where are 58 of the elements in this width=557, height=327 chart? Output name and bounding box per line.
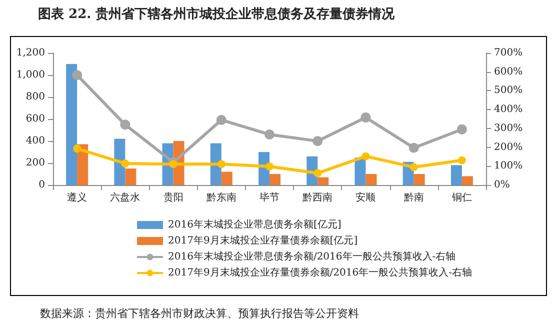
bar <box>450 165 462 185</box>
point <box>121 160 130 168</box>
bar <box>125 168 136 185</box>
legend-label: 2016年末城投企业带息债务余额/2016年一般公共预算收入-右轴 <box>168 250 456 262</box>
bar <box>270 174 280 185</box>
point <box>72 70 82 80</box>
x-tick-label: 贵阳 <box>163 192 184 204</box>
point <box>456 124 467 134</box>
y2-tick-label: 400% <box>494 104 523 116</box>
y-tick-label: 400 <box>26 136 45 146</box>
y2-tick-label: 500% <box>494 85 523 96</box>
y-tick-label: 0 <box>38 180 45 190</box>
legend-label: 2016年末城投企业带息债务余额[亿元] <box>168 218 342 230</box>
point <box>360 112 371 122</box>
y2-tick-label: 600% <box>494 66 523 78</box>
point <box>458 156 466 164</box>
point <box>217 160 226 168</box>
y2-tick-label: 300% <box>494 122 523 134</box>
y-tick-label: 1,000 <box>16 70 45 80</box>
point <box>362 152 370 160</box>
bar <box>414 174 425 185</box>
legend-label: 2017年9月末城投企业存量债券余额/2016年一般公共预算收入-右轴 <box>168 266 472 278</box>
y2-tick-label: 100% <box>494 160 523 172</box>
x-tick-label: 遵义 <box>67 192 88 204</box>
chart-title: 图表 22. 贵州省下辖各州市城投企业带息债务及存量债券情况 <box>38 6 395 23</box>
y2-tick-label: 700% <box>494 48 523 58</box>
x-tick-label: 黔西南 <box>302 192 333 204</box>
y-tick-label: 800 <box>26 92 45 102</box>
x-tick-label: 安顺 <box>356 192 376 204</box>
y-tick-label: 600 <box>26 114 45 124</box>
y-tick-label: 200 <box>26 158 45 168</box>
point <box>408 142 419 153</box>
point <box>410 163 418 172</box>
point <box>216 114 226 125</box>
x-tick-label: 铜仁 <box>450 192 472 204</box>
point <box>73 144 82 153</box>
point <box>266 162 274 171</box>
bar <box>462 176 473 185</box>
x-tick-label: 黔南 <box>402 192 424 204</box>
x-tick-label: 六盘水 <box>110 192 140 204</box>
x-tick-label: 黔东南 <box>205 192 236 204</box>
point <box>264 129 274 140</box>
point <box>312 136 323 146</box>
bar <box>354 158 366 185</box>
x-tick-label: 毕节 <box>260 192 280 204</box>
y2-tick-label: 200% <box>494 142 523 153</box>
source-note: 数据来源：贵州省下辖各州市财政决算、预算执行报告等公开资料 <box>40 306 359 321</box>
bar <box>221 172 232 185</box>
point <box>314 169 322 178</box>
point <box>120 120 130 130</box>
y-tick-label: 1,200 <box>16 48 45 58</box>
bar <box>318 177 329 185</box>
point <box>169 160 178 168</box>
y2-tick-label: 0% <box>494 180 510 190</box>
bar <box>66 64 78 185</box>
bar <box>366 174 377 185</box>
bar <box>114 138 126 185</box>
legend-label: 2017年9月末城投企业存量债券余额[亿元] <box>168 234 358 246</box>
